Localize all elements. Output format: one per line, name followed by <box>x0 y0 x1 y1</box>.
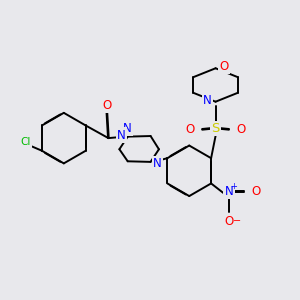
Text: Cl: Cl <box>20 137 31 147</box>
Text: N: N <box>117 129 125 142</box>
Text: N: N <box>225 185 233 198</box>
Text: O: O <box>224 215 234 228</box>
Text: N: N <box>203 94 212 107</box>
Text: O: O <box>251 185 260 198</box>
Text: O: O <box>236 123 245 136</box>
Text: O: O <box>186 123 195 136</box>
Text: S: S <box>212 122 220 135</box>
Text: O: O <box>219 60 229 73</box>
Text: +: + <box>231 182 237 191</box>
Text: N: N <box>123 122 132 135</box>
Text: −: − <box>233 217 241 226</box>
Text: N: N <box>153 157 161 170</box>
Text: O: O <box>102 99 112 112</box>
